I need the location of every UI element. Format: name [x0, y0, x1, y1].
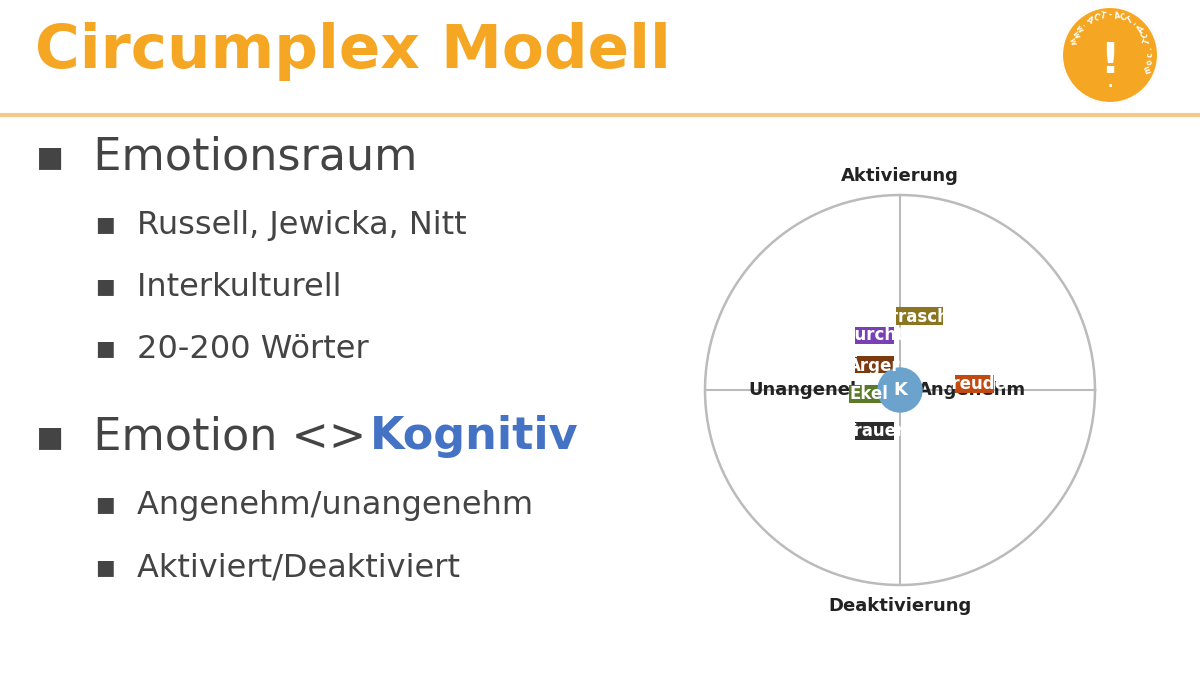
- Text: Circumplex Modell: Circumplex Modell: [35, 22, 671, 81]
- Text: Ärger: Ärger: [848, 354, 901, 375]
- FancyBboxPatch shape: [856, 327, 894, 344]
- Text: .: .: [1145, 46, 1154, 50]
- Text: ▪  Russell, Jewicka, Nitt: ▪ Russell, Jewicka, Nitt: [95, 210, 467, 241]
- Text: w: w: [1069, 30, 1081, 40]
- Text: A: A: [1135, 24, 1146, 34]
- Text: ▪  20-200 Wörter: ▪ 20-200 Wörter: [95, 334, 368, 365]
- Text: .: .: [1108, 76, 1112, 90]
- Text: T: T: [1142, 37, 1153, 45]
- FancyBboxPatch shape: [856, 422, 894, 439]
- Text: Kognitiv: Kognitiv: [370, 415, 578, 458]
- Text: ▪  Emotion <>: ▪ Emotion <>: [35, 415, 395, 458]
- Text: T: T: [1126, 15, 1134, 26]
- Text: K: K: [893, 381, 907, 399]
- Circle shape: [878, 368, 922, 412]
- Text: C: C: [1092, 12, 1100, 22]
- Text: .: .: [1080, 20, 1088, 29]
- Circle shape: [1062, 7, 1158, 103]
- Text: ▪  Emotionsraum: ▪ Emotionsraum: [35, 135, 418, 178]
- Text: ▪  Angenehm/unangenehm: ▪ Angenehm/unangenehm: [95, 490, 533, 521]
- Text: w: w: [1074, 24, 1085, 35]
- Text: Überraschung: Überraschung: [854, 305, 985, 327]
- Text: c: c: [1146, 53, 1154, 57]
- FancyBboxPatch shape: [850, 385, 888, 403]
- Text: Freude: Freude: [942, 375, 1007, 393]
- Text: C: C: [1120, 12, 1128, 22]
- Text: o: o: [1145, 59, 1154, 65]
- Text: -: -: [1132, 20, 1140, 29]
- Text: Unangenehm: Unangenehm: [749, 381, 882, 399]
- FancyBboxPatch shape: [896, 307, 943, 325]
- Text: -: -: [1109, 11, 1111, 20]
- Text: Ekel: Ekel: [850, 385, 888, 403]
- Text: C: C: [1139, 30, 1150, 40]
- Text: Angenehm: Angenehm: [918, 381, 1026, 399]
- Text: Aktivierung: Aktivierung: [841, 167, 959, 185]
- Text: Furcht: Furcht: [845, 327, 905, 344]
- Text: Trauer: Trauer: [845, 422, 905, 440]
- Text: A: A: [1085, 15, 1094, 26]
- FancyBboxPatch shape: [955, 375, 994, 393]
- Text: w: w: [1067, 36, 1078, 46]
- Text: T: T: [1099, 11, 1106, 20]
- Text: ▪  Aktiviert/Deaktiviert: ▪ Aktiviert/Deaktiviert: [95, 552, 460, 583]
- Text: Deaktivierung: Deaktivierung: [828, 597, 972, 615]
- Text: A: A: [1114, 11, 1121, 20]
- FancyBboxPatch shape: [856, 356, 894, 373]
- Text: m: m: [1142, 63, 1153, 74]
- Text: !: !: [1100, 40, 1120, 82]
- Text: ▪  Interkulturell: ▪ Interkulturell: [95, 272, 342, 303]
